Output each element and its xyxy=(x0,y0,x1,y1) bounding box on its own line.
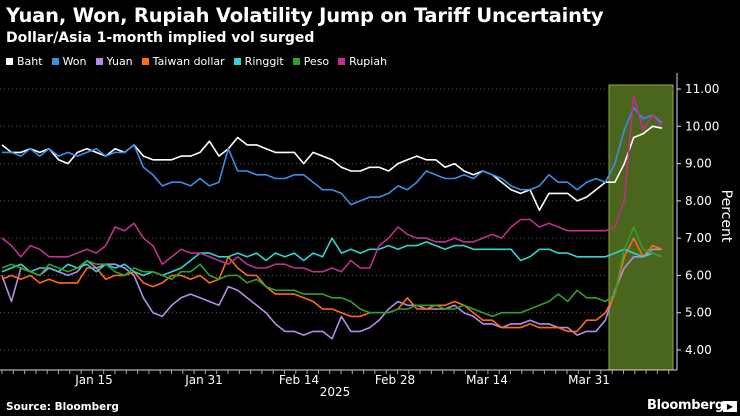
legend-swatch xyxy=(95,58,103,65)
x-tick-label: Jan 31 xyxy=(184,373,223,387)
legend: Baht Won Yuan Taiwan dollar Ringgit Peso Rupia… xyxy=(6,55,387,68)
legend-swatch xyxy=(6,58,13,65)
legend-item: Taiwan dollar xyxy=(141,55,225,68)
source-note: Source: Bloomberg xyxy=(6,401,119,413)
series-line-won xyxy=(2,106,663,206)
legend-item: Ringgit xyxy=(233,55,284,68)
x-axis-label: 2025 xyxy=(320,385,351,399)
legend-swatch xyxy=(141,58,149,65)
y-tick-label: 4.00 xyxy=(685,343,712,357)
x-tick-label: Feb 14 xyxy=(279,373,319,387)
series-line-rupiah xyxy=(1,95,663,273)
y-tick-label: 11.00 xyxy=(685,82,719,96)
legend-label: Ringgit xyxy=(244,55,284,68)
x-tick-label: Feb 28 xyxy=(375,373,415,387)
y-axis-label: Percent xyxy=(718,190,734,243)
y-tick-label: 5.00 xyxy=(685,306,712,320)
series-line-yuan xyxy=(1,248,662,340)
series-line-baht xyxy=(1,125,663,211)
brand-logo: Bloomberg xyxy=(647,398,724,413)
legend-item: Yuan xyxy=(95,55,133,68)
legend-label: Peso xyxy=(303,55,330,68)
legend-label: Taiwan dollar xyxy=(152,55,225,68)
x-tick-label: Mar 31 xyxy=(568,373,610,387)
legend-item: Rupiah xyxy=(338,55,387,68)
y-tick-label: 7.00 xyxy=(685,231,712,245)
legend-swatch xyxy=(292,58,300,65)
x-tick-label: Mar 14 xyxy=(466,373,508,387)
legend-label: Baht xyxy=(17,55,43,68)
legend-label: Yuan xyxy=(106,55,133,68)
highlight-region xyxy=(609,85,673,370)
legend-label: Won xyxy=(62,55,87,68)
legend-swatch xyxy=(51,58,59,65)
y-tick-label: 6.00 xyxy=(685,268,712,282)
series-line-peso xyxy=(1,226,663,318)
y-tick-label: 10.00 xyxy=(685,119,719,133)
brand-badge-icon: ▶ xyxy=(723,401,737,412)
legend-item: Peso xyxy=(292,55,330,68)
series-line-ringgit xyxy=(1,237,663,277)
series-line-taiwan-dollar xyxy=(1,237,663,333)
legend-swatch xyxy=(233,58,241,65)
legend-item: Won xyxy=(51,55,87,68)
chart-title: Yuan, Won, Rupiah Volatility Jump on Tar… xyxy=(6,4,604,27)
legend-label: Rupiah xyxy=(349,55,388,68)
y-tick-label: 9.00 xyxy=(685,157,712,171)
legend-swatch xyxy=(338,58,346,65)
x-tick-label: Jan 15 xyxy=(74,373,113,387)
legend-item: Baht xyxy=(6,55,43,68)
y-tick-label: 8.00 xyxy=(685,194,712,208)
chart-subtitle: Dollar/Asia 1-month implied vol surged xyxy=(6,30,315,46)
